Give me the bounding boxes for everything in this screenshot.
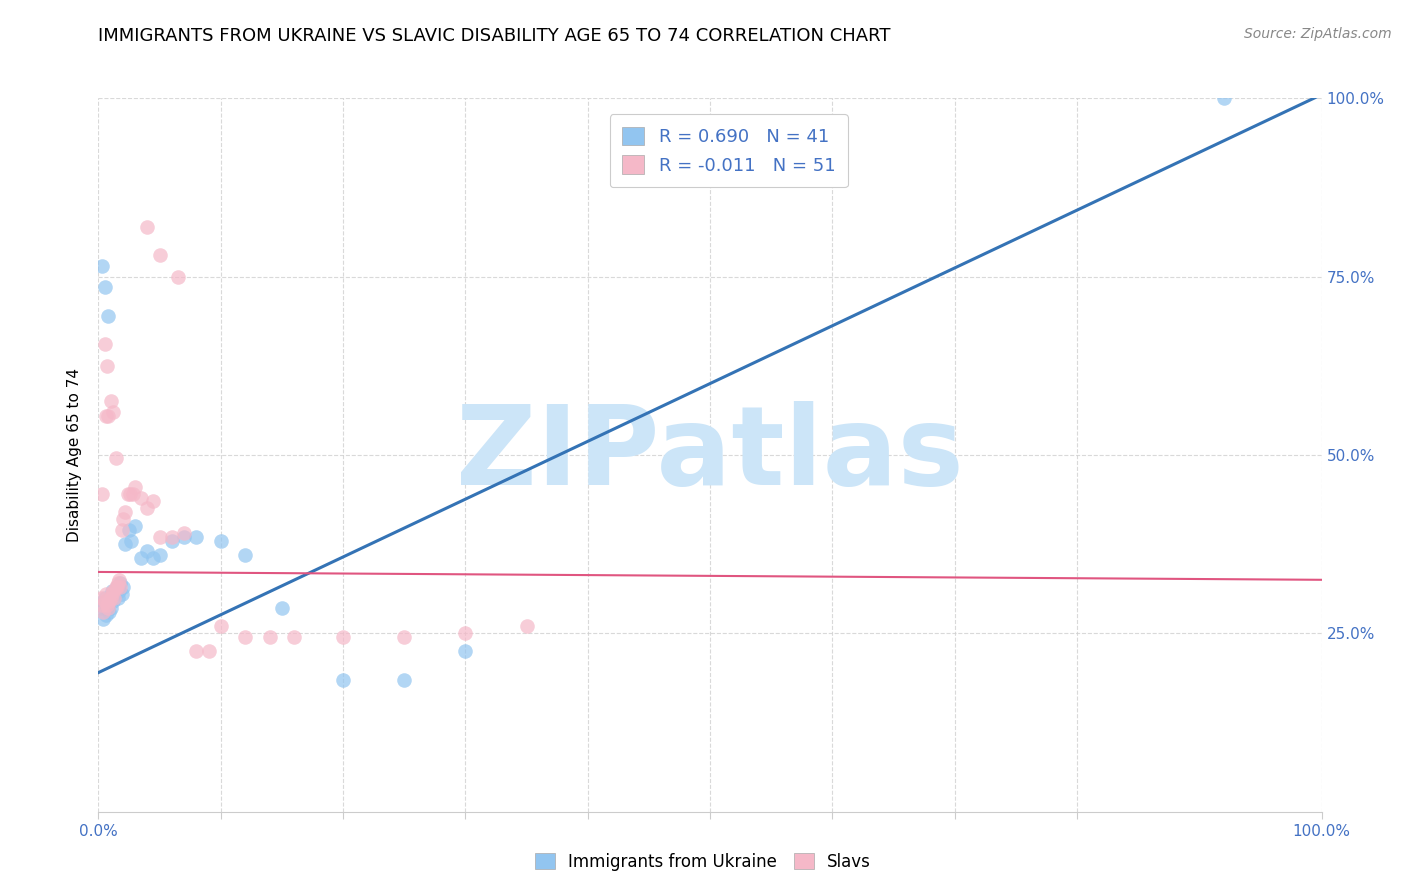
Point — [101, 405, 124, 419]
Point — [186, 530, 208, 544]
Point — [101, 583, 124, 598]
Legend: Immigrants from Ukraine, Slavs: Immigrants from Ukraine, Slavs — [527, 845, 879, 880]
Point — [94, 608, 117, 623]
Point — [103, 587, 125, 601]
Point — [100, 591, 122, 605]
Point — [197, 644, 219, 658]
Point — [101, 583, 124, 598]
Point — [160, 533, 183, 548]
Point — [97, 601, 120, 615]
Text: IMMIGRANTS FROM UKRAINE VS SLAVIC DISABILITY AGE 65 TO 74 CORRELATION CHART: IMMIGRANTS FROM UKRAINE VS SLAVIC DISABI… — [98, 27, 891, 45]
Point — [283, 630, 305, 644]
Point — [136, 501, 159, 516]
Y-axis label: Disability Age 65 to 74: Disability Age 65 to 74 — [67, 368, 83, 542]
Point — [94, 594, 117, 608]
Point — [104, 583, 127, 598]
Legend: R = 0.690   N = 41, R = -0.011   N = 51: R = 0.690 N = 41, R = -0.011 N = 51 — [610, 114, 848, 187]
Point — [149, 248, 172, 262]
Point — [136, 544, 159, 558]
Point — [108, 573, 131, 587]
Point — [124, 480, 146, 494]
Point — [100, 394, 122, 409]
Point — [91, 612, 114, 626]
Point — [149, 548, 172, 562]
Point — [392, 630, 416, 644]
Point — [97, 409, 120, 423]
Point — [91, 601, 114, 615]
Point — [105, 580, 128, 594]
Point — [98, 594, 121, 608]
Point — [111, 523, 134, 537]
Point — [93, 337, 115, 351]
Point — [93, 594, 115, 608]
Point — [120, 487, 142, 501]
Point — [136, 219, 159, 234]
Point — [173, 526, 195, 541]
Point — [105, 580, 128, 594]
Point — [100, 601, 122, 615]
Text: Source: ZipAtlas.com: Source: ZipAtlas.com — [1244, 27, 1392, 41]
Point — [142, 551, 165, 566]
Point — [110, 580, 132, 594]
Point — [114, 505, 136, 519]
Point — [103, 591, 125, 605]
Point — [121, 487, 143, 501]
Point — [96, 601, 118, 615]
Point — [186, 644, 208, 658]
Point — [104, 451, 127, 466]
Point — [233, 548, 256, 562]
Point — [173, 530, 195, 544]
Point — [111, 587, 134, 601]
Point — [98, 605, 121, 619]
Point — [90, 598, 112, 612]
Point — [118, 523, 141, 537]
Point — [107, 591, 129, 605]
Point — [97, 309, 120, 323]
Point — [149, 530, 172, 544]
Point — [114, 537, 136, 551]
Point — [93, 280, 115, 294]
Point — [101, 594, 124, 608]
Point — [142, 494, 165, 508]
Text: ZIPatlas: ZIPatlas — [456, 401, 965, 508]
Point — [107, 576, 129, 591]
Point — [101, 587, 124, 601]
Point — [160, 530, 183, 544]
Point — [1212, 91, 1234, 105]
Point — [110, 576, 132, 591]
Point — [129, 491, 152, 505]
Point — [91, 487, 114, 501]
Point — [332, 673, 354, 687]
Point — [259, 630, 281, 644]
Point — [96, 598, 118, 612]
Point — [94, 587, 117, 601]
Point — [454, 644, 477, 658]
Point — [97, 598, 120, 612]
Point — [111, 580, 134, 594]
Point — [91, 598, 114, 612]
Point — [108, 583, 131, 598]
Point — [332, 630, 354, 644]
Point — [167, 269, 190, 284]
Point — [94, 409, 117, 423]
Point — [515, 619, 537, 633]
Point — [93, 591, 115, 605]
Point — [209, 533, 232, 548]
Point — [270, 601, 294, 615]
Point — [104, 580, 127, 594]
Point — [117, 487, 139, 501]
Point — [124, 519, 146, 533]
Point — [454, 626, 477, 640]
Point — [90, 591, 112, 605]
Point — [233, 630, 256, 644]
Point — [209, 619, 232, 633]
Point — [129, 551, 152, 566]
Point — [91, 259, 114, 273]
Point — [96, 359, 118, 373]
Point — [392, 673, 416, 687]
Point — [111, 512, 134, 526]
Point — [120, 533, 142, 548]
Point — [91, 605, 114, 619]
